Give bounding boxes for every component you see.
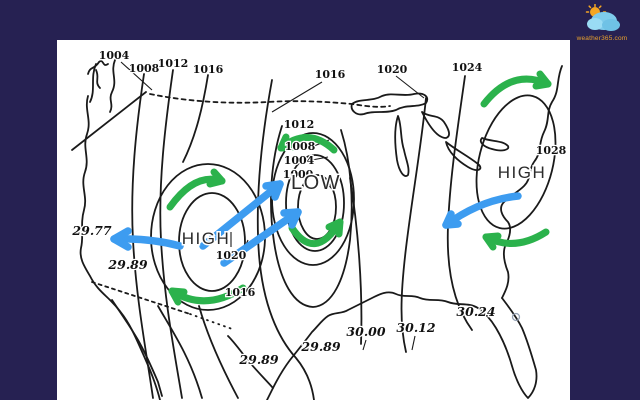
blue-southwest-flow-arrow-east [442,192,522,229]
green-clockwise-west-high-bottom [168,284,247,306]
weather365-logo[interactable]: weather365.com [574,3,630,42]
pressure-label-inhg: 29.89 [238,352,278,367]
blue-westward-flow-arrow [110,227,184,251]
pressure-center-label-high: HIGH [182,229,231,248]
pressure-label-inhg: 30.24 [456,304,495,319]
isobar-label-mb: 1012 [158,57,189,70]
canada-border-dashed [149,93,391,108]
pressure-label-inhg: 29.89 [107,257,147,272]
isobar-label-mb: 1016 [193,63,224,76]
isobar-label-mb: 1028 [536,144,567,157]
pressure-center-label-high: HIGH [498,163,547,182]
green-clockwise-west-high-top [166,168,226,211]
green-clockwise-east-high-top [480,70,552,108]
isobar-label-mb: 1008 [285,140,316,153]
station-circle-marker [511,312,521,322]
pressure-label-inhg: 29.77 [71,223,111,238]
logo-brand-text: weather365.com [576,35,628,42]
mexico-border-dashed [91,281,236,331]
isobar-label-mb: 1016 [315,68,346,81]
isobar-label-mb: 1016 [225,286,256,299]
isobar-label-mb: 1012 [284,118,315,131]
green-counterclockwise-low-bottom [288,218,344,248]
sun-cloud-icon [585,3,620,31]
isobar-label-mb: 1020 [216,249,247,262]
isobar-label-mb: 1008 [129,62,160,75]
blue-northeast-flow-arrow-2 [220,208,302,267]
isobar-label-mb: 1020 [377,63,408,76]
green-clockwise-east-high-bottom [482,228,550,251]
blue-northeast-flow-arrow-1 [199,180,284,250]
pressure-label-inhg: 29.89 [300,339,340,354]
pressure-center-label-low: LOW [291,172,341,194]
isobar-label-mb: 1004 [284,154,315,167]
isobar-label-mb: 1000 [283,168,314,181]
pressure-label-inhg: 30.12 [396,320,435,335]
green-counterclockwise-low-top [277,133,338,154]
isobar-label-mb: 1024 [452,61,483,74]
pressure-label-inhg: 30.00 [346,324,385,339]
isobar-label-mb: 1004 [99,49,130,62]
